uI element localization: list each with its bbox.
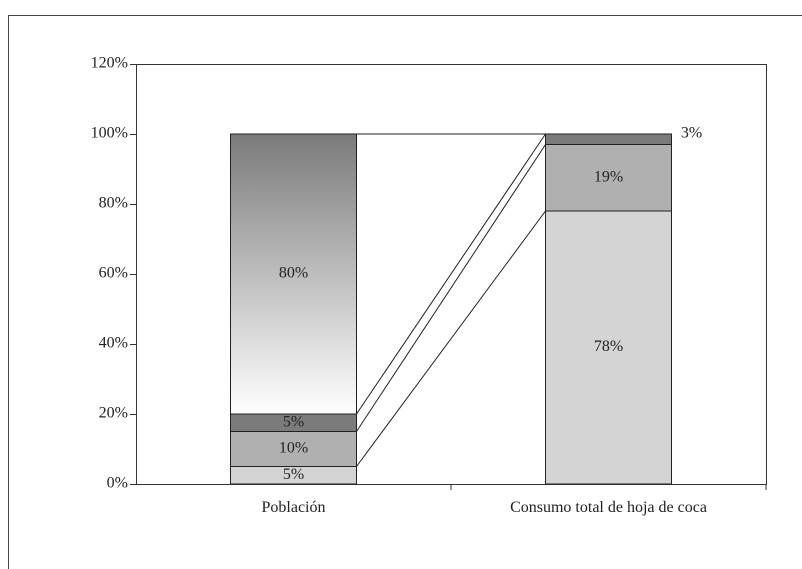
y-tick-label: 60% (99, 265, 128, 282)
y-tick-label: 80% (99, 195, 128, 212)
data-label: 5% (283, 466, 304, 483)
data-label: 78% (594, 338, 623, 355)
bar-segment (230, 133, 357, 415)
bar-segment (545, 210, 672, 485)
y-tick-label: 0% (107, 475, 128, 492)
connector-line (356, 133, 546, 415)
x-tick-label: Población (261, 499, 326, 516)
data-label: 19% (594, 168, 623, 185)
bar-segment (545, 133, 672, 145)
y-tick-label: 100% (91, 125, 128, 142)
y-tick-label: 120% (91, 55, 128, 72)
data-label: 3% (681, 125, 702, 142)
y-tick-label: 40% (99, 335, 128, 352)
connector-line (356, 210, 546, 467)
x-tick-label: Consumo total de hoja de coca (510, 499, 707, 516)
connector-line (356, 144, 546, 432)
bar-segment (545, 144, 672, 212)
data-label: 5% (283, 413, 304, 430)
data-label: 10% (279, 440, 308, 457)
y-tick-label: 20% (99, 405, 128, 422)
data-label: 80% (279, 265, 308, 282)
